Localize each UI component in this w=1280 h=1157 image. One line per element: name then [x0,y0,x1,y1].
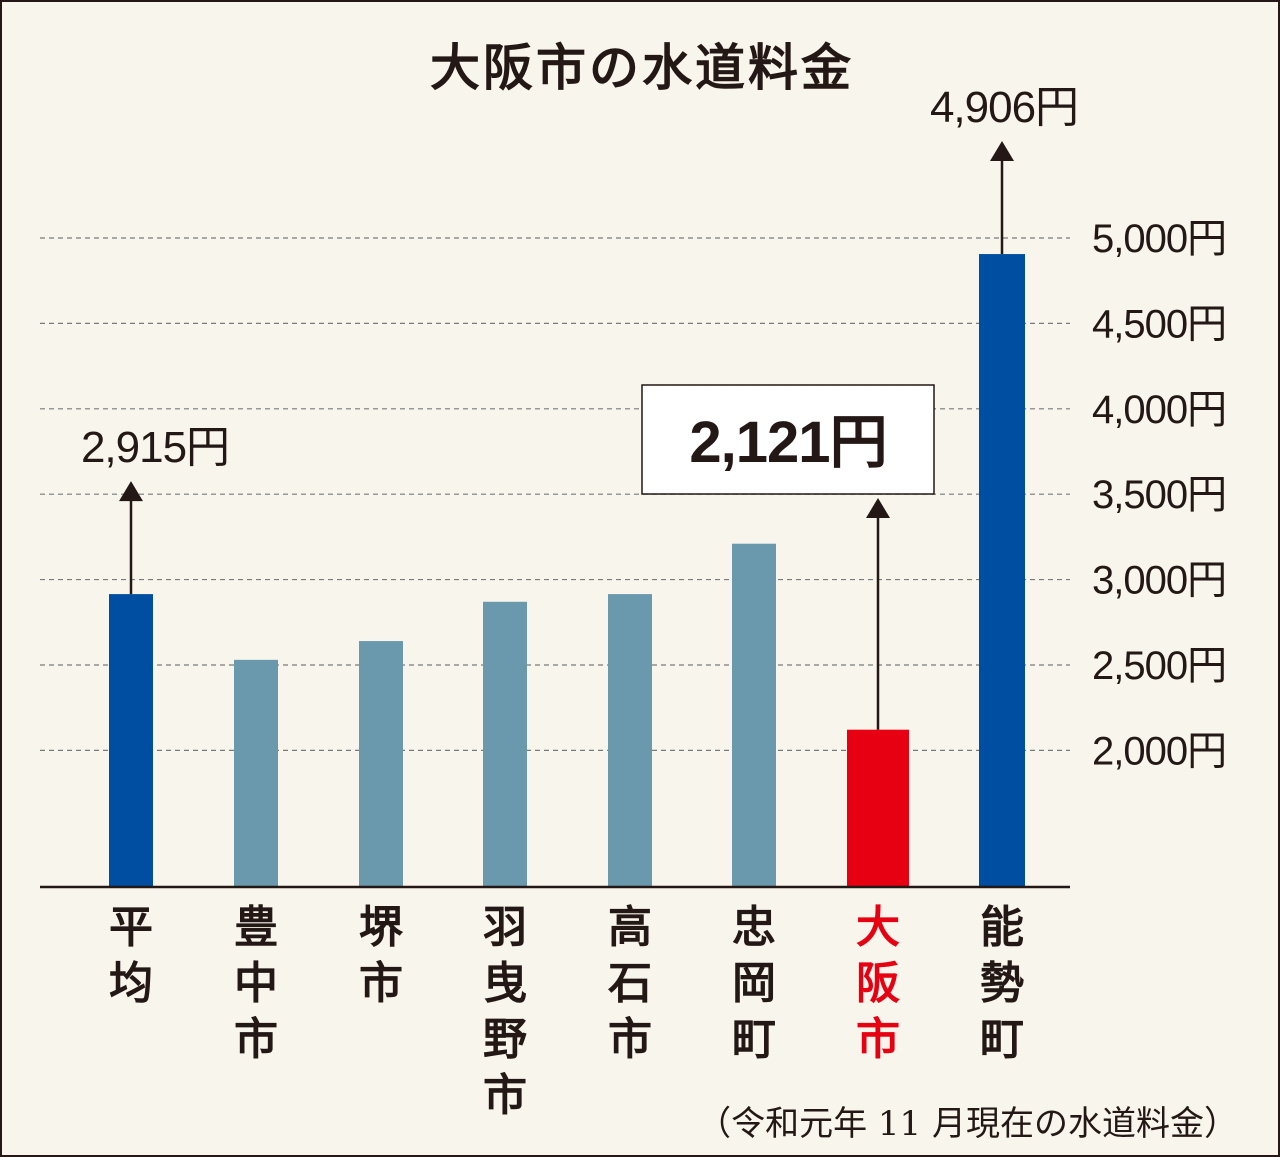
bar [732,543,776,887]
bar [483,601,527,887]
x-tick-label: 能勢町 [980,903,1024,1064]
y-tick-label: 4,500円 [1092,302,1226,346]
bar [979,254,1025,888]
y-tick-label: 3,000円 [1092,559,1226,603]
y-tick-label: 2,000円 [1092,729,1226,773]
y-tick-label: 3,500円 [1092,473,1226,517]
x-tick-label: 豊中市 [234,903,278,1064]
x-tick-label: 羽曳野市 [483,903,527,1120]
x-tick-label: 忠岡町 [732,903,776,1064]
data-label: 2,915円 [81,423,229,472]
chart-title: 大阪市の水道料金 [430,39,854,97]
y-tick-label: 4,000円 [1092,388,1226,432]
annotation-arrow-head [866,498,890,518]
y-tick-label: 5,000円 [1092,217,1226,261]
bar [847,729,909,887]
x-tick-label: 大阪市 [856,903,900,1064]
bar [109,594,153,887]
bar [359,641,403,887]
x-tick-label: 高石市 [608,903,652,1064]
x-tick-label: 堺市 [359,903,404,1008]
bar [234,659,278,887]
data-label: 2,121円 [689,410,886,475]
bar [608,594,652,887]
y-tick-label: 2,500円 [1092,644,1226,688]
annotation-arrow-head [119,481,143,502]
source-note: （令和元年 11 月現在の水道料金） [697,1104,1238,1144]
annotation-box [641,384,935,495]
x-tick-label: 平均 [109,903,153,1008]
annotation-arrow-head [990,141,1014,162]
data-label: 4,906円 [930,83,1078,132]
